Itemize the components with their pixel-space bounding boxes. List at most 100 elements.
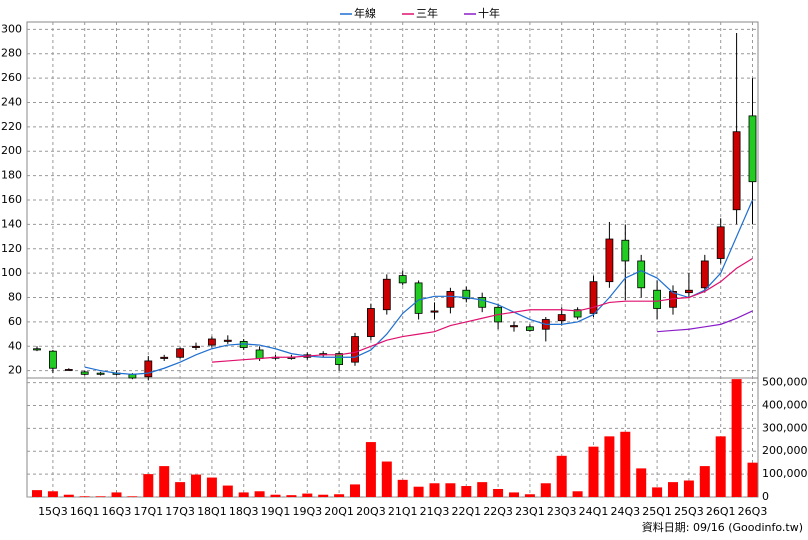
x-tick-label: 22Q3 — [483, 505, 513, 518]
footer: 資料日期: 09/16 (Goodinfo.tw) — [642, 520, 803, 534]
candle-body — [637, 260, 646, 289]
volume-bar — [159, 466, 170, 497]
volume-bar — [477, 482, 488, 497]
volume-bar — [381, 461, 392, 497]
x-tick-label: 25Q1 — [642, 505, 672, 518]
y-tick-label: 100,000 — [762, 467, 808, 480]
candle-body — [160, 356, 169, 359]
x-tick-label: 15Q3 — [38, 505, 68, 518]
x-tick-label: 18Q3 — [229, 505, 259, 518]
volume-bar — [429, 483, 440, 497]
volume-bar — [222, 485, 233, 497]
x-tick-label: 16Q1 — [70, 505, 100, 518]
volume-bar — [620, 431, 631, 497]
volume-bar — [715, 436, 726, 497]
volume-bar — [127, 496, 138, 497]
candle-body — [49, 350, 57, 369]
volume-bar — [731, 379, 742, 497]
candle-body — [700, 260, 709, 289]
y-tick-label: 0 — [762, 490, 769, 503]
y-tick-label: 160 — [1, 193, 22, 206]
x-tick-label: 21Q3 — [420, 505, 450, 518]
y-tick-label: 20 — [8, 364, 22, 377]
candle-body — [430, 310, 439, 313]
line-series — [84, 199, 754, 375]
line-series — [211, 258, 753, 363]
candle-body — [414, 282, 423, 314]
y-tick-label: 500,000 — [762, 376, 808, 389]
candle-body — [144, 360, 153, 378]
candle-body — [80, 371, 89, 375]
candle-body — [716, 226, 725, 259]
volume-bar — [604, 436, 615, 497]
candle-body — [446, 291, 455, 308]
candle-body — [557, 314, 566, 322]
y-tick-label: 80 — [8, 291, 22, 304]
y-tick-label: 280 — [1, 47, 22, 60]
legend-label: 三年 — [416, 6, 438, 20]
y-tick-label: 180 — [1, 169, 22, 182]
x-tick-label: 26Q1 — [706, 505, 736, 518]
x-tick-label: 18Q1 — [197, 505, 227, 518]
volume-panel — [26, 377, 759, 498]
candle-body — [589, 281, 598, 314]
x-tick-label: 20Q1 — [324, 505, 354, 518]
candle-body — [685, 289, 693, 294]
x-tick-label: 24Q3 — [610, 505, 640, 518]
volume-bar — [397, 479, 408, 497]
line-series — [657, 310, 753, 333]
candle-body — [653, 289, 661, 309]
volume-bar — [254, 491, 265, 497]
volume-bar — [206, 477, 217, 497]
volume-bar — [461, 486, 472, 497]
x-tick-label: 19Q1 — [261, 505, 291, 518]
candle-body — [64, 369, 73, 371]
candle-body — [335, 353, 344, 365]
candle-body — [462, 289, 471, 300]
volume-bar — [238, 492, 249, 497]
legend-label: 十年 — [478, 6, 500, 20]
legend-label: 年線 — [354, 6, 376, 20]
y-tick-label: 220 — [1, 120, 22, 133]
y-tick-label: 300,000 — [762, 421, 808, 434]
x-tick-label: 16Q3 — [102, 505, 132, 518]
volume-bar — [747, 462, 758, 497]
x-tick-label: 19Q3 — [292, 505, 322, 518]
volume-bar — [668, 482, 678, 497]
volume-bar — [636, 468, 647, 497]
y-tick-label: 40 — [8, 339, 22, 352]
candle-body — [382, 278, 391, 311]
volume-bar — [556, 455, 567, 497]
candle-body — [366, 308, 375, 337]
x-tick-label: 17Q1 — [133, 505, 163, 518]
y-tick-label: 200,000 — [762, 444, 808, 457]
volume-bar — [334, 494, 345, 497]
volume-bar — [175, 482, 186, 497]
y-tick-label: 120 — [1, 242, 22, 255]
candle-body — [176, 348, 185, 358]
volume-bar — [47, 491, 58, 497]
volume-bar — [572, 491, 583, 497]
candle-body — [478, 297, 487, 308]
candle-body — [732, 131, 741, 211]
volume-bar — [350, 484, 360, 497]
volume-bar — [365, 442, 376, 497]
x-tick-label: 24Q1 — [579, 505, 609, 518]
candle-body — [192, 345, 200, 348]
y-tick-label: 240 — [1, 95, 22, 108]
y-tick-label: 300 — [1, 22, 22, 35]
y-tick-label: 100 — [1, 266, 22, 279]
y-tick-label: 140 — [1, 217, 22, 230]
x-tick-label: 22Q1 — [451, 505, 481, 518]
volume-bar — [143, 474, 154, 497]
candle-body — [398, 275, 407, 284]
volume-bar — [652, 487, 663, 497]
volume-bar — [445, 483, 456, 497]
x-tick-label: 23Q1 — [515, 505, 545, 518]
volume-bar — [286, 495, 297, 497]
x-tick-label: 17Q3 — [165, 505, 195, 518]
volume-bar — [79, 496, 90, 497]
volume-bar — [63, 494, 74, 497]
candle-body — [223, 339, 232, 342]
volume-bar — [699, 466, 710, 497]
